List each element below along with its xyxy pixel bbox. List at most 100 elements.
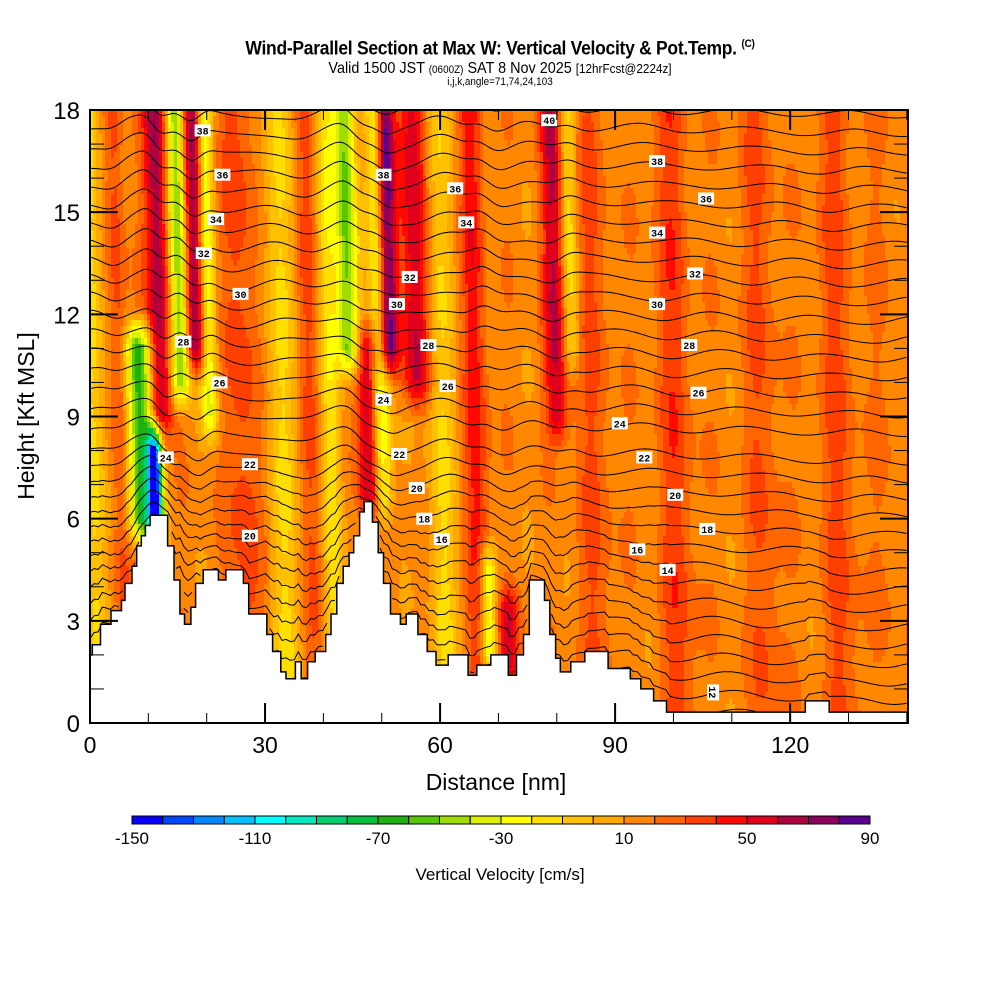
w-cell (477, 578, 481, 621)
isentrope-line (90, 308, 907, 344)
w-cell (138, 110, 142, 135)
w-cell (381, 176, 385, 213)
w-cell (360, 110, 364, 195)
w-cell (93, 602, 97, 669)
w-cell (648, 632, 652, 669)
w-cell (783, 482, 787, 573)
isentrope-line (90, 477, 907, 559)
w-cell (126, 338, 130, 345)
w-cell (105, 440, 109, 621)
w-cell (342, 380, 346, 411)
w-cell (525, 506, 529, 573)
w-cell (408, 572, 412, 627)
w-cell (315, 386, 319, 573)
w-cell (843, 110, 847, 381)
w-cell (210, 446, 214, 453)
w-cell (480, 110, 484, 231)
w-cell (561, 428, 565, 441)
w-cell (429, 392, 433, 411)
w-cell (159, 416, 163, 423)
w-cell (174, 458, 178, 465)
w-cell (552, 260, 556, 363)
w-cell (675, 572, 679, 609)
w-cell (837, 110, 841, 723)
w-cell (756, 698, 760, 723)
w-cell (282, 554, 286, 585)
w-cell (654, 434, 658, 723)
w-cell (195, 122, 199, 165)
w-cell (471, 512, 475, 567)
w-cell (852, 536, 856, 657)
w-cell (444, 326, 448, 417)
w-cell (324, 110, 328, 141)
w-cell (285, 584, 289, 717)
contour-label-bg (611, 417, 628, 430)
w-cell (471, 224, 475, 267)
w-cell (672, 392, 676, 459)
w-cell (372, 308, 376, 321)
w-cell (159, 338, 163, 417)
w-cell (438, 116, 442, 159)
w-cell (393, 356, 397, 363)
w-cell (243, 236, 247, 327)
w-cell (189, 212, 193, 309)
w-cell (207, 434, 211, 447)
w-cell (447, 506, 451, 585)
w-cell (543, 254, 547, 321)
w-cell (147, 134, 151, 195)
w-cell (381, 212, 385, 249)
w-cell (396, 386, 400, 417)
w-cell (654, 368, 658, 435)
w-cell (624, 248, 628, 351)
w-cell (486, 542, 490, 549)
w-cell (582, 110, 586, 117)
w-cell (339, 110, 343, 237)
w-cell (882, 164, 886, 237)
w-cell (156, 110, 160, 333)
w-cell (666, 224, 670, 279)
w-cell (633, 110, 637, 195)
contour-label-text: 38 (197, 127, 209, 138)
isentrope-line (90, 454, 907, 522)
w-cell (855, 422, 859, 429)
terrain (90, 500, 908, 723)
contour-label-bg (208, 213, 224, 225)
w-cell (708, 110, 712, 165)
w-cell (144, 326, 148, 333)
w-cell (174, 368, 178, 387)
w-cell (729, 536, 733, 585)
w-cell (798, 356, 802, 393)
w-cell (387, 206, 391, 351)
isentrope-line (90, 327, 907, 363)
w-cell (318, 236, 322, 393)
w-cell (423, 458, 427, 723)
w-cell (789, 644, 793, 723)
contour-label-text: 24 (377, 397, 389, 408)
w-cell (144, 332, 148, 339)
w-cell (414, 110, 418, 123)
w-cell (426, 188, 430, 333)
w-cell (357, 254, 361, 303)
w-cell (486, 566, 490, 597)
w-cell (879, 350, 883, 381)
w-cell (699, 458, 703, 585)
w-cell (381, 248, 385, 345)
w-cell (156, 428, 160, 435)
w-cell (348, 356, 352, 363)
w-cell (516, 110, 520, 585)
w-cell (318, 554, 322, 723)
w-cell (546, 110, 550, 159)
w-cell (132, 290, 136, 315)
w-cell (288, 110, 292, 141)
w-cell (501, 290, 505, 411)
w-cell (759, 128, 763, 225)
w-cell (525, 344, 529, 405)
w-cell (810, 650, 814, 723)
w-cell (615, 110, 619, 675)
w-cell (294, 110, 298, 123)
w-cell (420, 404, 424, 417)
w-cell (375, 332, 379, 375)
w-cell (123, 410, 127, 531)
contour-label: 14 (659, 563, 676, 578)
w-cell (561, 440, 565, 453)
